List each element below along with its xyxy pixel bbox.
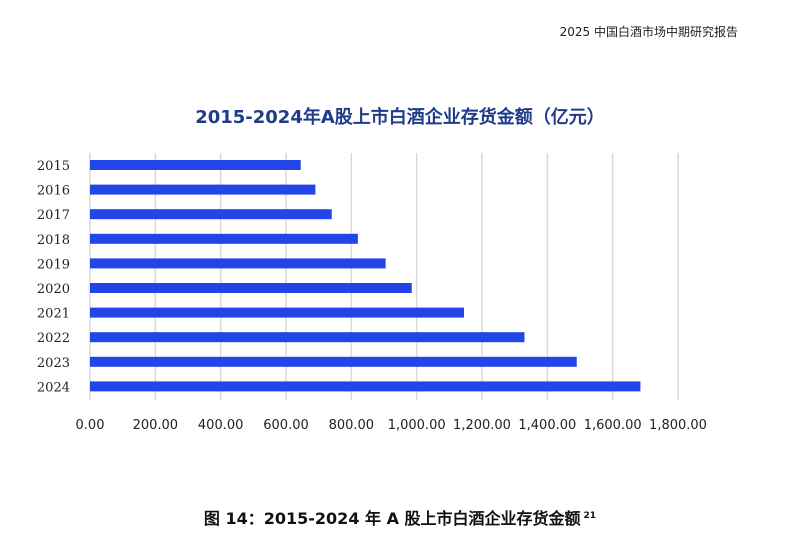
category-labels: 2015 2016 2017 2018 2019 2020 2021 2022 2023 2024 — [37, 159, 70, 395]
chart-title: 2015-2024年A股上市白酒企业存货金额（亿元） — [195, 107, 605, 128]
bar-2023 — [90, 356, 577, 367]
report-header: 2025 中国白酒市场中期研究报告 — [559, 25, 738, 39]
bar-2021 — [90, 307, 465, 318]
x-tick-label: 0.00 — [76, 418, 105, 433]
x-tick-label: 200.00 — [133, 418, 179, 433]
bar-2020 — [90, 283, 412, 293]
bar-2015 — [90, 160, 301, 170]
x-tick-label: 1,200.00 — [453, 418, 511, 433]
category-label: 2018 — [37, 233, 70, 248]
bar-chart: 2015 2016 2017 2018 2019 2020 2021 2022 2023 2024… — [37, 153, 707, 433]
bar-2022 — [90, 332, 525, 343]
caption-footnote: 21 — [583, 510, 597, 521]
x-tick-label: 800.00 — [329, 418, 375, 433]
x-tick-labels: 0.00 200.00 400.00 600.00 800.00 1,000.00 1,20… — [76, 418, 707, 433]
bar-2024 — [90, 381, 641, 392]
category-label: 2015 — [37, 159, 70, 174]
bar-2018 — [90, 233, 358, 244]
x-tick-label: 1,600.00 — [584, 418, 642, 433]
category-label: 2021 — [37, 307, 70, 322]
x-tick-label: 400.00 — [198, 418, 244, 433]
bars — [90, 160, 641, 392]
x-tick-label: 1,800.00 — [649, 418, 707, 433]
x-tick-label: 1,000.00 — [388, 418, 446, 433]
category-label: 2019 — [37, 257, 70, 272]
category-label: 2024 — [37, 380, 70, 395]
bar-2019 — [90, 258, 386, 269]
figure-caption: 图 14：2015-2024 年 A 股上市白酒企业存货金额 21 — [0, 505, 800, 529]
bar-2017 — [90, 209, 332, 220]
caption-text: 图 14：2015-2024 年 A 股上市白酒企业存货金额 — [203, 509, 581, 528]
x-tick-label: 600.00 — [263, 418, 309, 433]
category-label: 2022 — [37, 331, 70, 346]
category-label: 2017 — [37, 208, 70, 223]
bar-2016 — [90, 184, 316, 195]
x-tick-label: 1,400.00 — [518, 418, 576, 433]
category-label: 2020 — [37, 282, 70, 297]
category-label: 2023 — [37, 356, 70, 371]
category-label: 2016 — [37, 184, 70, 199]
